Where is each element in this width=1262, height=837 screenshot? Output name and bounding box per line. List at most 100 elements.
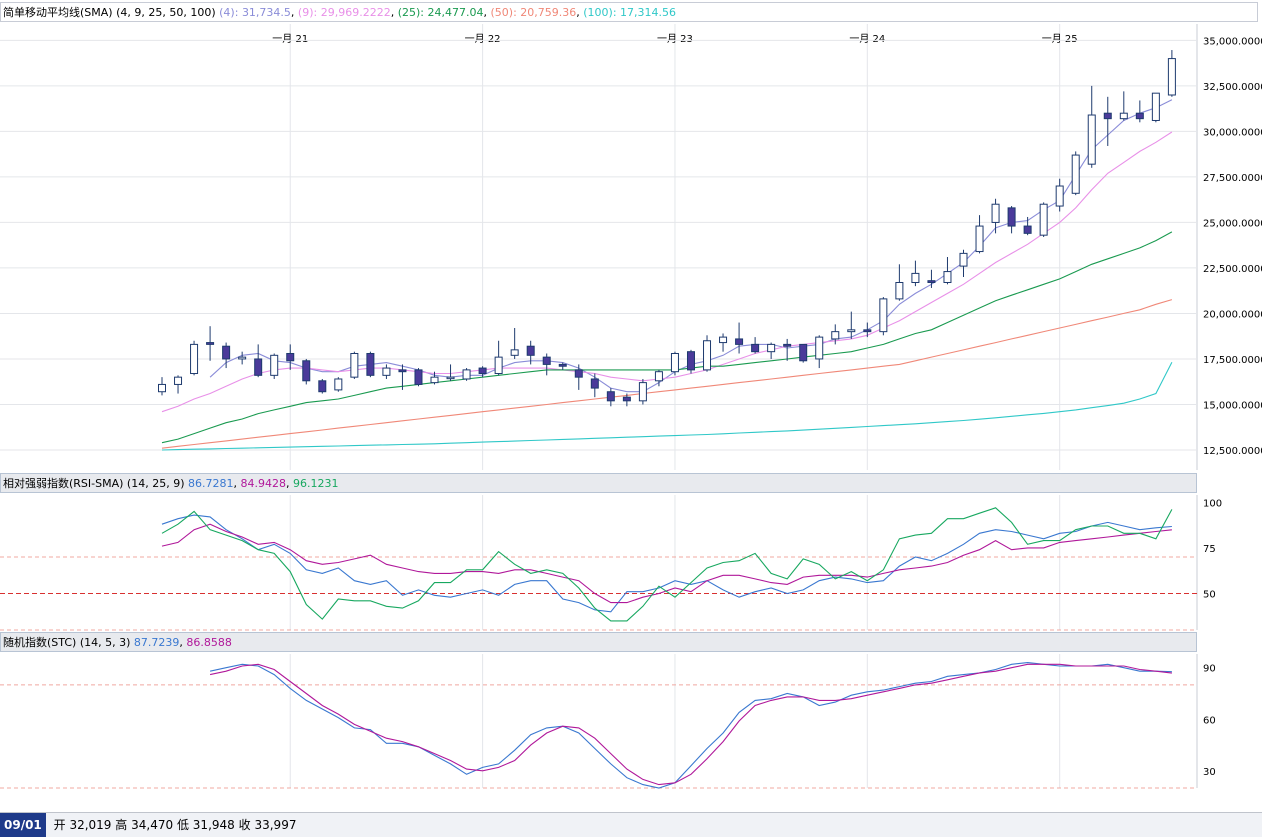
candle-19 <box>462 368 471 381</box>
candle-25 <box>558 362 567 370</box>
stc-tick-label-0: 90 <box>1203 664 1216 675</box>
candle-body-46 <box>895 281 904 300</box>
candle-body-51 <box>975 225 984 253</box>
sma-label-1: (9): <box>297 6 321 19</box>
sma-value-1: 29,969.2222 <box>320 6 391 19</box>
candle-21 <box>494 340 503 376</box>
candle-body-6 <box>254 358 263 376</box>
candle-12 <box>350 351 359 379</box>
candle-body-38 <box>767 343 776 353</box>
candle-body-58 <box>1087 114 1096 165</box>
candle-0 <box>158 377 166 396</box>
stc-title: 随机指数(STC) <box>3 636 77 649</box>
candle-33 <box>686 349 695 374</box>
candle-body-59 <box>1103 112 1112 120</box>
x-tick-label-1: 一月 22 <box>465 33 501 45</box>
price-tick-label-4: 25,000.0000 <box>1203 218 1262 229</box>
chart-canvas[interactable]: 一月 21 一月 22 一月 23 一月 24 一月 25 35,000.0000 32,5… <box>0 0 1262 812</box>
candle-44 <box>863 322 872 338</box>
rsi-line-2 <box>161 507 1173 622</box>
candle-body-13 <box>366 352 375 376</box>
sma-line-0 <box>209 99 1173 393</box>
candle-body-36 <box>735 338 744 345</box>
candle-body-25 <box>558 363 567 367</box>
candle-body-63 <box>1167 58 1176 96</box>
candle-53 <box>1007 206 1016 234</box>
candle-32 <box>670 351 679 376</box>
candle-body-53 <box>1007 207 1016 227</box>
sma-line-3 <box>161 299 1173 449</box>
candle-body-39 <box>783 343 792 347</box>
candle-7 <box>270 353 279 379</box>
candle-body-30 <box>638 382 647 402</box>
candle-body-24 <box>542 356 551 365</box>
candle-57 <box>1071 151 1080 196</box>
candle-body-17 <box>430 376 439 384</box>
candle-body-55 <box>1039 203 1048 236</box>
candle-body-35 <box>719 336 728 344</box>
candle-45 <box>879 297 888 336</box>
price-tick-label-5: 22,500.0000 <box>1203 264 1262 275</box>
candle-6 <box>254 344 263 378</box>
rsi-params: (14, 25, 9) <box>126 477 185 490</box>
candle-body-11 <box>334 378 343 391</box>
candle-37 <box>751 337 760 354</box>
rsi-value-1: 84.9428 <box>240 477 286 490</box>
price-tick-label-9: 12,500.0000 <box>1203 446 1262 457</box>
low-value: 31,948 <box>192 818 235 832</box>
sma-line-2 <box>161 231 1173 444</box>
candle-14 <box>382 364 391 379</box>
candle-body-47 <box>911 272 920 283</box>
candle-16 <box>414 368 423 387</box>
open-label: 开 <box>53 818 66 832</box>
rsi-line-0 <box>161 514 1172 613</box>
price-tick-label-1: 32,500.0000 <box>1203 82 1262 93</box>
candle-61 <box>1135 100 1144 123</box>
high-label: 高 <box>115 818 128 832</box>
candle-35 <box>719 333 728 352</box>
candle-23 <box>526 340 535 365</box>
candle-22 <box>510 328 519 359</box>
x-tick-label-4: 一月 25 <box>1042 33 1078 45</box>
rsi-legend-header: 相对强弱指数(RSI-SMA) (14, 25, 9) 86.7281, 84.… <box>0 473 1197 493</box>
sma-legend-header: 简单移动平均线(SMA) (4, 9, 25, 50, 100) (4): 31… <box>0 2 1258 22</box>
close-label: 收 <box>238 818 251 832</box>
candle-28 <box>606 388 615 407</box>
sma-label-0: (4): <box>219 6 242 19</box>
candle-body-1 <box>174 376 183 385</box>
candle-27 <box>590 373 599 398</box>
candle-body-31 <box>654 371 663 382</box>
candle-body-26 <box>574 369 583 378</box>
candle-52 <box>991 198 1000 234</box>
candle-39 <box>783 338 792 361</box>
stc-line-0 <box>209 662 1172 789</box>
candle-63 <box>1167 50 1176 97</box>
sma-value-4: 17,314.56 <box>620 6 677 19</box>
candle-59 <box>1103 96 1112 146</box>
candle-51 <box>975 215 984 254</box>
candle-36 <box>735 322 744 354</box>
candle-body-19 <box>462 369 471 380</box>
candle-body-40 <box>799 343 808 362</box>
candle-3 <box>206 326 215 361</box>
candle-49 <box>943 257 952 285</box>
stc-legend-header: 随机指数(STC) (14, 5, 3) 87.7239, 86.8588 <box>0 632 1197 652</box>
candle-50 <box>959 249 968 278</box>
candle-body-60 <box>1119 112 1128 120</box>
candle-9 <box>302 358 311 385</box>
rsi-value-0: 86.7281 <box>187 477 234 490</box>
x-tick-label-2: 一月 23 <box>657 33 693 45</box>
candle-body-48 <box>927 280 936 283</box>
candle-body-4 <box>222 345 231 360</box>
candle-5 <box>238 351 247 365</box>
candle-body-15 <box>398 369 407 373</box>
candle-55 <box>1039 202 1048 237</box>
candle-24 <box>542 353 551 376</box>
candle-body-32 <box>670 352 679 373</box>
sma-line-4 <box>161 362 1173 451</box>
status-date: 09/01 <box>0 813 46 837</box>
candle-10 <box>318 378 327 394</box>
candle-2 <box>190 340 199 376</box>
open-value: 32,019 <box>69 818 112 832</box>
